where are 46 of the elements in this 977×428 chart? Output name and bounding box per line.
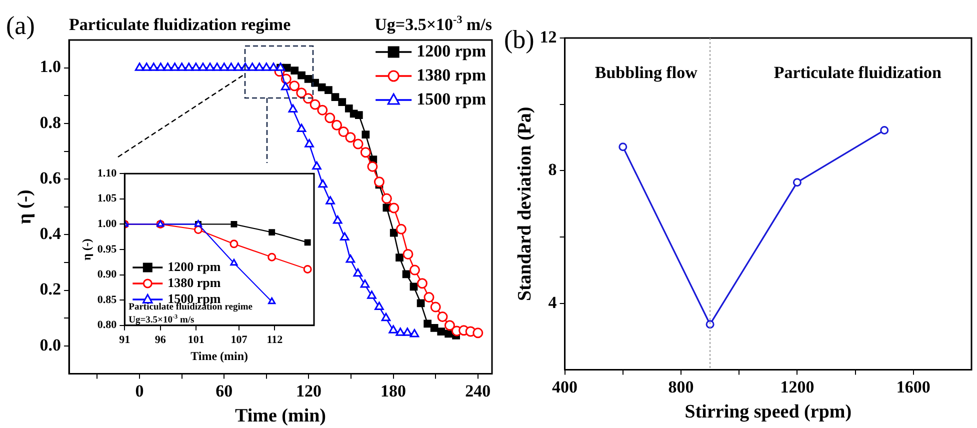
y-tick-label: 0.95	[97, 243, 118, 256]
text: (b)	[504, 25, 534, 54]
x-tick-label: 1600	[896, 377, 930, 396]
y-tick-label: 0.90	[97, 268, 118, 281]
y-axis-title: Standard deviation (Pa)	[514, 106, 536, 302]
x-tick-label: 96	[154, 334, 166, 346]
y-tick-label: 0.6	[40, 168, 62, 188]
legend-label: 1200 rpm	[168, 258, 221, 274]
x-tick-label: 400	[552, 377, 578, 396]
legend-label: 1380 rpm	[416, 65, 486, 84]
x-tick-label: 60	[216, 381, 233, 400]
annotation: Particulate fluidization	[774, 63, 942, 82]
text: (a)	[6, 11, 35, 40]
legend-label: 1380 rpm	[168, 274, 221, 290]
x-tick-label: 0	[135, 381, 144, 400]
x-axis-title: Time (min)	[190, 348, 248, 363]
legend-label: 1500 rpm	[416, 89, 486, 108]
x-tick-label: 240	[465, 381, 491, 400]
x-tick-label: 180	[380, 381, 406, 400]
y-tick-label: 1.0	[40, 57, 62, 76]
y-tick-label: 0.8	[40, 112, 62, 132]
x-tick-label: 101	[188, 334, 204, 346]
y-tick-label: 0.2	[40, 280, 62, 299]
y-tick-label: 0.4	[40, 224, 62, 244]
y-tick-label: 1.00	[97, 218, 118, 230]
x-tick-label: 800	[668, 377, 694, 396]
y-tick-label: 0.85	[97, 294, 118, 306]
y-tick-label: 1.05	[97, 192, 118, 205]
x-tick-label: 91	[119, 334, 130, 346]
x-tick-label: 120	[296, 381, 322, 400]
y-tick-label: 12	[540, 27, 557, 46]
annotation: Bubbling flow	[594, 63, 698, 82]
x-tick-label: 107	[230, 334, 248, 346]
y-tick-label: 8	[548, 160, 557, 180]
y-tick-label: 1.10	[97, 167, 118, 180]
y-tick-label: 0.80	[97, 319, 118, 332]
x-axis-title: Stirring speed (rpm)	[684, 402, 852, 423]
legend-label: 1200 rpm	[416, 41, 486, 60]
y-axis-title: η (-)	[14, 190, 36, 224]
x-tick-label: 112	[266, 334, 284, 346]
chart-title: Particulate fluidization regime	[69, 15, 292, 34]
y-tick-label: 4	[548, 292, 558, 312]
y-axis-title: η (-)	[79, 238, 94, 260]
y-tick-label: 0.0	[40, 335, 62, 354]
x-tick-label: 1200	[780, 377, 814, 396]
x-axis-title: Time (min)	[235, 406, 326, 427]
